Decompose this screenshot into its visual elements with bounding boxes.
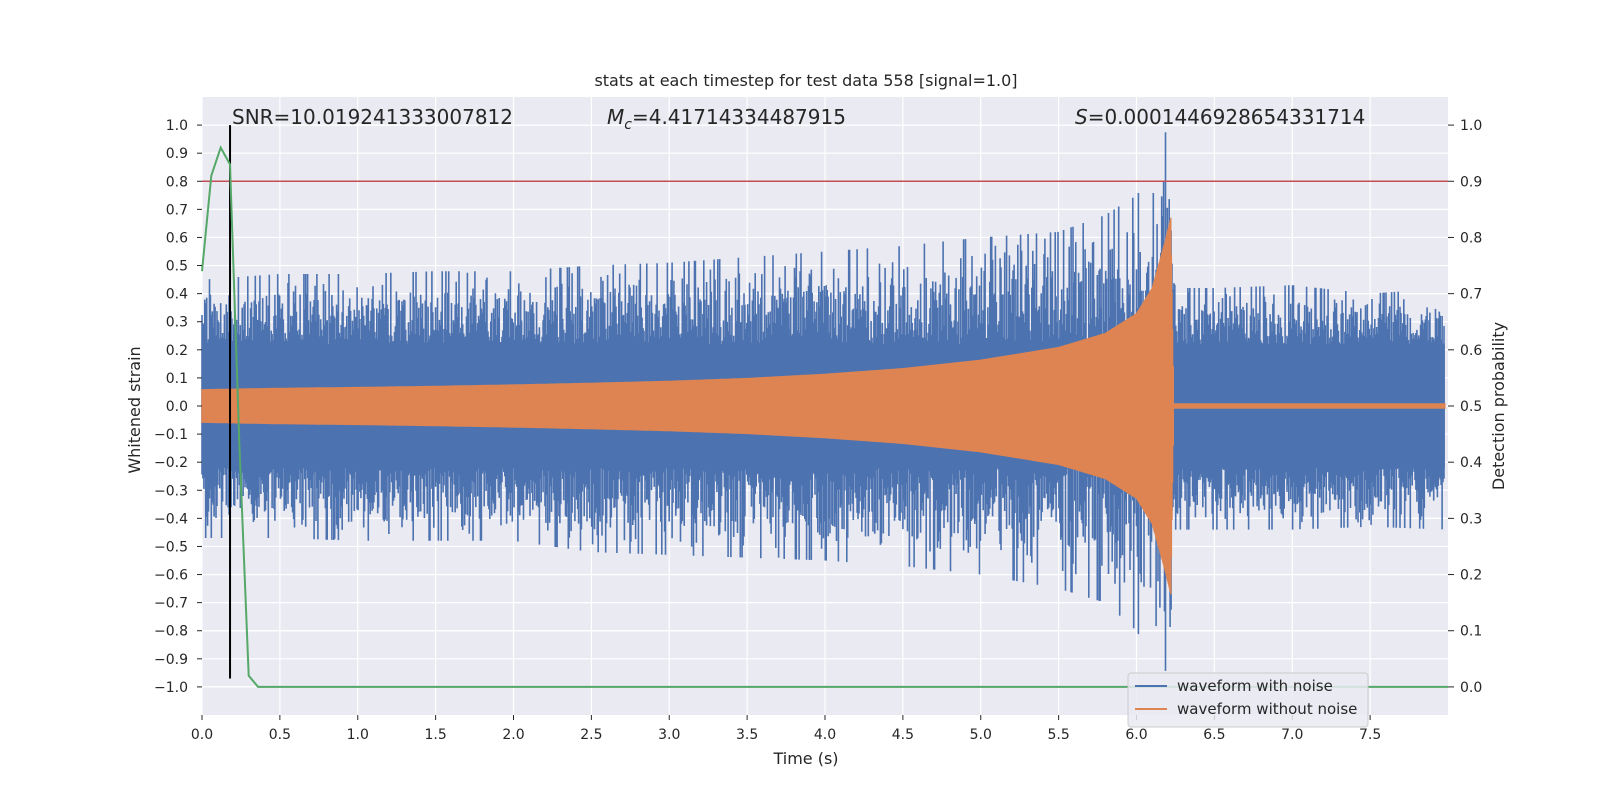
y-tick-label: 1.0	[166, 118, 188, 134]
x-tick-label: 3.0	[658, 727, 680, 743]
y2-tick-label: 0.6	[1460, 343, 1482, 359]
y-tick-label: 0.3	[166, 315, 188, 331]
y2-tick-label: 0.7	[1460, 287, 1482, 303]
x-tick-label: 1.5	[424, 727, 446, 743]
y2-tick-label: 0.4	[1460, 455, 1482, 471]
x-tick-label: 7.0	[1281, 727, 1303, 743]
y-tick-label: 0.0	[166, 399, 188, 415]
x-tick-label: 4.0	[814, 727, 836, 743]
y2-tick-label: 0.1	[1460, 624, 1482, 640]
legend-label-clean: waveform without noise	[1177, 700, 1357, 718]
y-tick-label: −0.1	[154, 427, 188, 443]
y2-tick-label: 0.9	[1460, 174, 1482, 190]
y-tick-label: −0.6	[154, 568, 188, 584]
y-tick-label: 0.2	[166, 343, 188, 359]
y-axis-ticks: 1.0 0.9 0.8 0.7 0.6 0.5 0.4 0.3 0.2 0.1 0.0 −0.1 −0.…	[154, 118, 202, 696]
x-tick-label: 5.5	[1047, 727, 1069, 743]
y-tick-label: 0.5	[166, 259, 188, 275]
y-tick-label: −1.0	[154, 680, 188, 696]
series-detection-probability	[201, 145, 1448, 688]
y-tick-label: −0.5	[154, 539, 188, 555]
x-tick-label: 1.0	[347, 727, 369, 743]
y-tick-label: 0.9	[166, 146, 188, 162]
y-tick-label: 0.7	[166, 202, 188, 218]
y2-tick-label: 0.0	[1460, 680, 1482, 696]
legend-box	[1127, 672, 1369, 728]
y-tick-label: 0.6	[166, 230, 188, 246]
s-annotation: S=0.0001446928654331714	[1075, 105, 1365, 129]
probability-line	[201, 145, 1448, 688]
y2-tick-label: 0.2	[1460, 568, 1482, 584]
y-tick-label: −0.7	[154, 596, 188, 612]
legend-label-noise: waveform with noise	[1177, 677, 1333, 695]
mc-value: =4.41714334487915	[632, 105, 846, 129]
s-symbol: S	[1075, 105, 1088, 129]
x-tick-label: 6.0	[1125, 727, 1147, 743]
s-value: =0.0001446928654331714	[1088, 105, 1366, 129]
snr-annotation: SNR=10.019241333007812	[232, 105, 513, 129]
x-tick-label: 7.5	[1359, 727, 1381, 743]
y-tick-label: −0.3	[154, 483, 188, 499]
y2-tick-label: 0.5	[1460, 399, 1482, 415]
x-tick-label: 2.0	[502, 727, 524, 743]
y-tick-label: −0.9	[154, 652, 188, 668]
x-tick-label: 0.5	[269, 727, 291, 743]
x-tick-label: 3.5	[736, 727, 758, 743]
y-axis-label: Whitened strain	[125, 346, 144, 473]
mc-symbol: M	[607, 105, 624, 129]
y-tick-label: −0.8	[154, 624, 188, 640]
y2-tick-label: 1.0	[1460, 118, 1482, 134]
y-tick-label: 0.4	[166, 287, 188, 303]
y-tick-label: 0.8	[166, 174, 188, 190]
y2-axis-ticks: 1.0 0.9 0.8 0.7 0.6 0.5 0.4 0.3 0.2 0.1 0.0	[1448, 118, 1482, 696]
x-tick-label: 5.0	[970, 727, 992, 743]
x-tick-label: 2.5	[580, 727, 602, 743]
y2-tick-label: 0.3	[1460, 511, 1482, 527]
x-axis-ticks: 0.0 0.5 1.0 1.5 2.0 2.5 3.0 3.5 4.0 4.5 5.0 5.5 6.0 6…	[191, 715, 1381, 743]
y-tick-label: 0.1	[166, 371, 188, 387]
y2-tick-label: 0.8	[1460, 230, 1482, 246]
mc-annotation: Mc=4.41714334487915	[607, 105, 846, 133]
y2-axis-label: Detection probability	[1489, 322, 1508, 490]
x-tick-label: 4.5	[892, 727, 914, 743]
x-tick-label: 0.0	[191, 727, 213, 743]
chart-title: stats at each timestep for test data 558…	[594, 71, 1017, 90]
x-axis-label: Time (s)	[772, 749, 838, 768]
y-tick-label: −0.4	[154, 511, 188, 527]
x-tick-label: 6.5	[1203, 727, 1225, 743]
legend: waveform with noise waveform without noi…	[1127, 672, 1369, 728]
mc-subscript: c	[624, 117, 632, 133]
y-tick-label: −0.2	[154, 455, 188, 471]
